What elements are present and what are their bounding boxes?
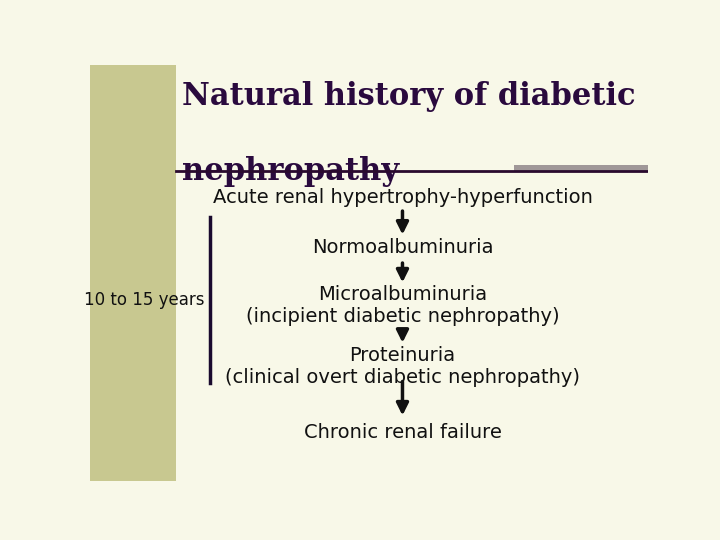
FancyBboxPatch shape [514,165,648,172]
Text: Normoalbuminuria: Normoalbuminuria [312,238,493,257]
Text: Microalbuminuria
(incipient diabetic nephropathy): Microalbuminuria (incipient diabetic nep… [246,286,559,327]
Text: Proteinuria
(clinical overt diabetic nephropathy): Proteinuria (clinical overt diabetic nep… [225,346,580,387]
Text: Chronic renal failure: Chronic renal failure [304,423,501,442]
Text: Natural history of diabetic: Natural history of diabetic [182,82,636,112]
Text: nephropathy: nephropathy [182,156,399,187]
Text: 10 to 15 years: 10 to 15 years [84,291,204,309]
Text: Acute renal hypertrophy-hyperfunction: Acute renal hypertrophy-hyperfunction [212,188,593,207]
FancyBboxPatch shape [90,65,176,481]
